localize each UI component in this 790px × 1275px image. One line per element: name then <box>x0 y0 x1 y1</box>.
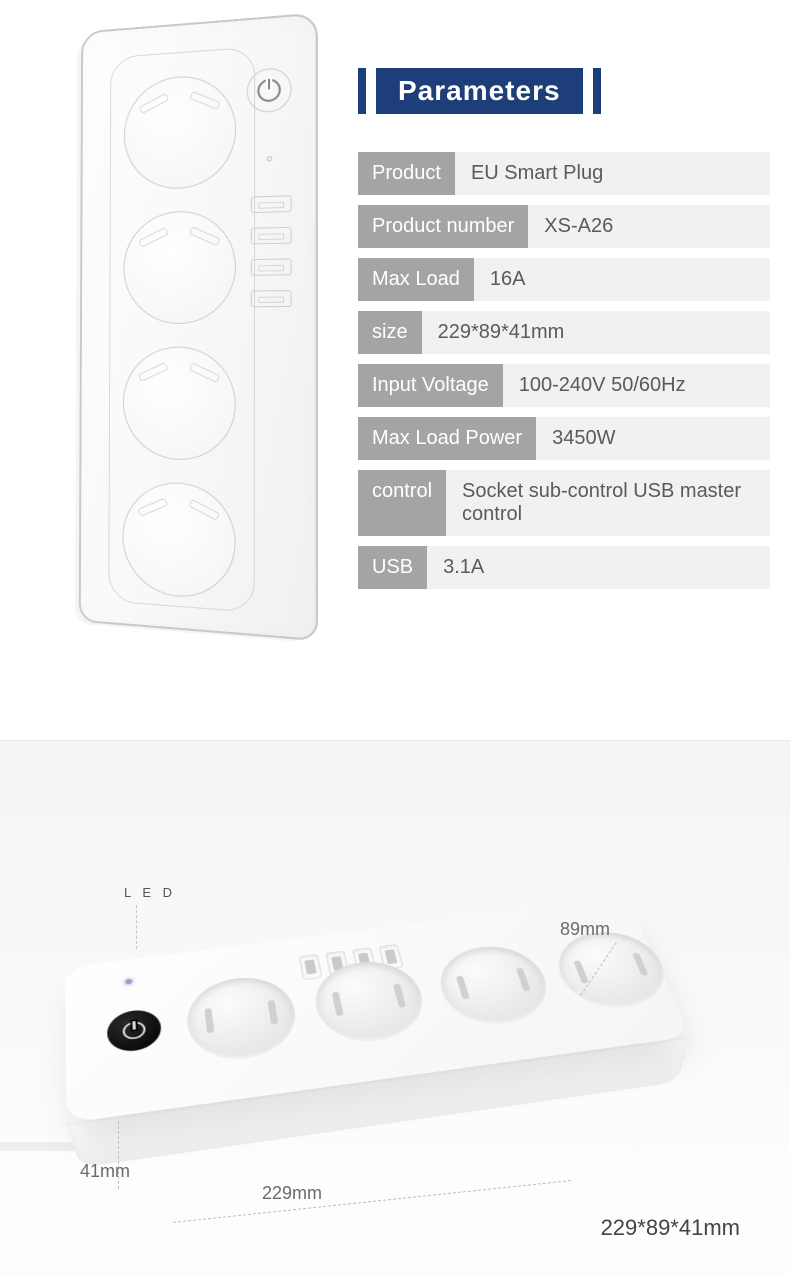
param-row-size: size 229*89*41mm <box>358 311 770 354</box>
param-row-max-load: Max Load 16A <box>358 258 770 301</box>
param-row-control: control Socket sub-control USB master co… <box>358 470 770 536</box>
usb-port-1 <box>299 954 323 980</box>
param-value: 229*89*41mm <box>422 311 770 354</box>
led-label: L E D <box>124 885 176 900</box>
param-row-usb: USB 3.1A <box>358 546 770 589</box>
param-label: control <box>358 470 446 536</box>
param-row-max-load-power: Max Load Power 3450W <box>358 417 770 460</box>
param-value: Socket sub-control USB master control <box>446 470 770 536</box>
dimension-width: 89mm <box>560 919 610 940</box>
dimension-full: 229*89*41mm <box>601 1215 740 1241</box>
param-row-product-number: Product number XS-A26 <box>358 205 770 248</box>
param-label: Input Voltage <box>358 364 503 407</box>
parameters-panel: Parameters Product EU Smart Plug Product… <box>340 20 770 740</box>
param-label: USB <box>358 546 427 589</box>
param-label: Max Load Power <box>358 417 536 460</box>
param-value: 16A <box>474 258 770 301</box>
param-value: XS-A26 <box>528 205 770 248</box>
power-button-icon <box>247 67 292 114</box>
param-label: size <box>358 311 422 354</box>
usb-port-outline-4 <box>251 290 292 307</box>
param-label: Product <box>358 152 455 195</box>
dimensions-panel: L E D 41mm 229mm 89mm 229*89*41mm <box>0 740 790 1275</box>
param-label: Product number <box>358 205 528 248</box>
product-outline-sketch <box>20 30 340 670</box>
socket-outline-2 <box>123 209 236 324</box>
param-row-input-voltage: Input Voltage 100-240V 50/60Hz <box>358 364 770 407</box>
dimension-length: 229mm <box>262 1183 322 1204</box>
param-value: 3450W <box>536 417 770 460</box>
dimension-height: 41mm <box>80 1161 130 1182</box>
socket-3 <box>431 941 558 1030</box>
led-indicator-icon <box>267 156 272 161</box>
led-indicator-icon <box>125 979 132 985</box>
power-button-icon <box>107 1007 163 1054</box>
parameters-heading: Parameters <box>358 68 770 114</box>
usb-port-outline-2 <box>251 227 292 245</box>
param-label: Max Load <box>358 258 474 301</box>
socket-1 <box>184 972 302 1066</box>
usb-port-outline-1 <box>251 195 292 213</box>
socket-outline-3 <box>123 346 236 462</box>
param-row-product: Product EU Smart Plug <box>358 152 770 195</box>
top-panel: Parameters Product EU Smart Plug Product… <box>0 0 790 740</box>
socket-2 <box>309 956 432 1047</box>
usb-port-outline-3 <box>251 258 292 275</box>
param-value: 100-240V 50/60Hz <box>503 364 770 407</box>
param-value: EU Smart Plug <box>455 152 770 195</box>
socket-outline-4 <box>122 480 235 600</box>
parameters-title: Parameters <box>376 68 583 114</box>
socket-outline-1 <box>124 73 237 191</box>
param-value: 3.1A <box>427 546 770 589</box>
